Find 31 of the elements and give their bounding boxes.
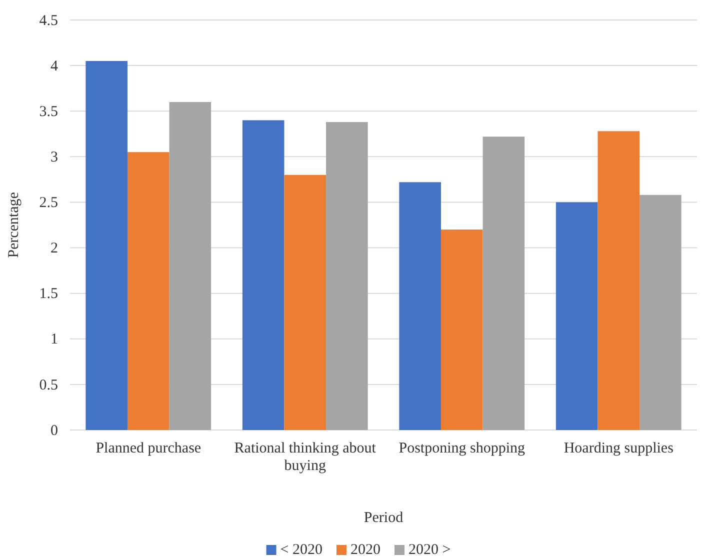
y-tick-label: 3	[50, 149, 58, 166]
bar	[242, 120, 284, 430]
y-tick-label: 1	[50, 332, 58, 348]
legend-label: 2020	[350, 542, 380, 558]
y-tick-label: 0	[50, 422, 58, 439]
legend-label: 2020 >	[408, 542, 451, 558]
x-tick-label: Planned purchase	[96, 440, 202, 457]
bar	[482, 136, 525, 430]
y-tick-label: 1.5	[39, 286, 58, 302]
y-tick-label: 2	[50, 240, 58, 257]
bar	[169, 102, 212, 430]
bar	[127, 152, 170, 430]
y-tick-label: 4.5	[39, 12, 58, 29]
y-tick-label: 3.5	[39, 104, 58, 120]
bar	[640, 194, 682, 430]
x-axis-title: Period	[364, 510, 404, 526]
bar	[86, 61, 128, 430]
bar	[598, 131, 640, 430]
y-axis-title: Percentage	[6, 192, 22, 258]
y-tick-label: 4	[50, 58, 58, 74]
y-tick-label: 0.5	[39, 377, 58, 394]
legend-label: < 2020	[280, 542, 322, 558]
bar	[326, 122, 368, 430]
bar	[399, 182, 441, 430]
x-tick-label: Postponing shopping	[398, 440, 526, 457]
y-tick-label: 2.5	[39, 195, 58, 212]
bar	[440, 230, 483, 430]
bar	[556, 202, 598, 430]
bar	[284, 174, 326, 430]
x-tick-label: Rational thinking about buying	[234, 440, 377, 474]
x-tick-label: Hoarding supplies	[564, 440, 674, 457]
